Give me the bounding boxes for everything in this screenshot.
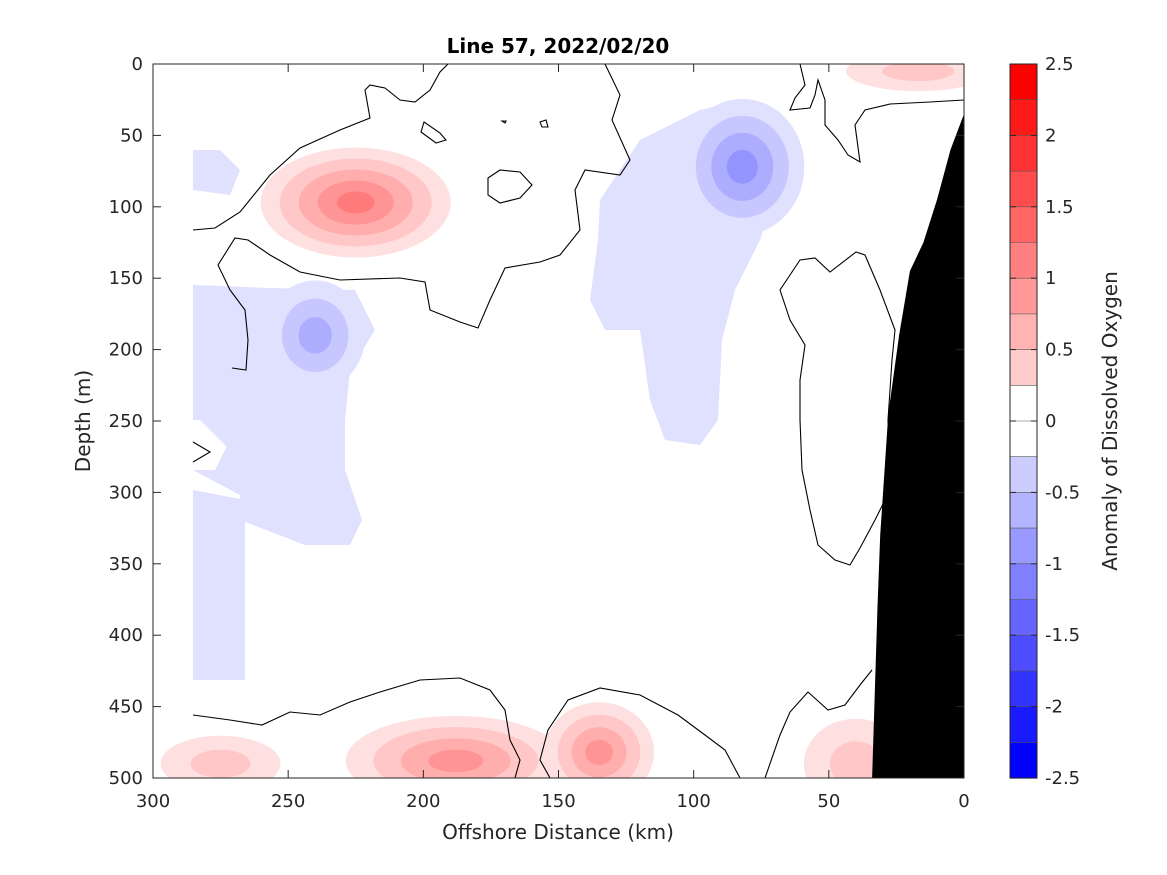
anomaly-oxygen-low-west (265, 280, 366, 391)
colorbar-swatch (1010, 242, 1037, 279)
anomaly-surface-coastal-high (846, 64, 964, 92)
colorbar-tick-label: -2 (1045, 697, 1063, 718)
colorbar-tick-layer: 2.5 2 1.5 1 0.5 0 -0.5 -1 -1.5 -2 -2.5 (1010, 54, 1080, 789)
anomaly-contour-band (298, 317, 332, 354)
anomaly-contour-band (882, 64, 955, 82)
colorbar: 2.5 2 1.5 1 0.5 0 -0.5 -1 -1.5 -2 -2.5 Anomaly of … (1009, 54, 1122, 789)
zero-contour-deep-coastal (764, 669, 873, 778)
anomaly-oxygen-low-upper (680, 98, 805, 235)
zero-contour-deep-west (192, 677, 521, 778)
x-axis-label: Offshore Distance (km) (442, 820, 674, 844)
colorbar-tick-label: 2.5 (1045, 54, 1074, 75)
anomaly-contour-band (829, 741, 882, 778)
colorbar-tick-label: 1 (1045, 268, 1056, 289)
colorbar-swatch (1010, 385, 1037, 422)
y-tick-label: 500 (109, 768, 143, 789)
colorbar-swatch (1010, 313, 1037, 351)
zero-contour-upper-mid (217, 64, 631, 371)
x-tick-label: 0 (958, 791, 969, 812)
bathymetry-mask (872, 113, 964, 778)
colorbar-swatch (1010, 64, 1037, 101)
colorbar-swatch (1010, 135, 1037, 172)
y-tick-label: 200 (109, 340, 143, 361)
x-tick-label: 150 (541, 791, 575, 812)
colorbar-swatch (1010, 456, 1037, 493)
zero-contour-west-edge (192, 441, 212, 463)
zero-contour-small-2 (420, 121, 447, 144)
colorbar-swatch (1010, 206, 1037, 244)
colorbar-swatch (1010, 492, 1037, 529)
colorbar-swatch (1010, 706, 1037, 743)
anomaly-deep-high-center (544, 702, 655, 778)
y-tick-label: 50 (120, 125, 143, 146)
colorbar-tick-label: 0 (1045, 411, 1056, 432)
colorbar-tick-label: -1 (1045, 554, 1063, 575)
anomaly-contour-band (336, 191, 375, 214)
zero-contour-small-4 (500, 120, 507, 124)
y-tick-label: 0 (132, 54, 143, 75)
zero-contour-layer (192, 64, 964, 778)
y-tick-label: 150 (109, 268, 143, 289)
low-oxygen-region (193, 420, 300, 500)
y-tick-label: 250 (109, 411, 143, 432)
anomaly-deep-edge-high-west (160, 735, 281, 778)
colorbar-swatch (1010, 635, 1037, 672)
plot-area: 300 250 200 150 100 50 0 050100150200250300350… (109, 54, 970, 812)
chart-title: Line 57, 2022/02/20 (447, 34, 670, 58)
y-axis-label: Depth (m) (71, 370, 95, 472)
colorbar-swatch (1010, 99, 1037, 136)
y-tick-label: 350 (109, 554, 143, 575)
zero-contour-coastal-upper (789, 64, 964, 164)
anomaly-contour-band (428, 749, 484, 773)
zero-contour-upper-west (192, 64, 449, 231)
colorbar-tick-label: -1.5 (1045, 625, 1080, 646)
x-tick-label: 300 (136, 791, 170, 812)
colorbar-swatch (1010, 742, 1037, 779)
zero-contour-deep-center (539, 687, 741, 778)
x-tick-label: 50 (817, 791, 840, 812)
colorbar-tick-label: 1.5 (1045, 197, 1074, 218)
colorbar-swatch (1010, 528, 1037, 565)
colorbar-tick-label: -2.5 (1045, 768, 1080, 789)
colorbar-swatch (1010, 670, 1037, 708)
x-tick-label: 250 (271, 791, 305, 812)
zero-contour-small-3 (539, 119, 549, 128)
colorbar-tick-label: -0.5 (1045, 482, 1080, 503)
x-tick-label: 100 (676, 791, 710, 812)
low-oxygen-region (193, 150, 240, 195)
colorbar-label: Anomaly of Dissolved Oxygen (1098, 271, 1122, 571)
colorbar-swatch (1010, 563, 1037, 601)
colorbar-swatch (1010, 349, 1037, 386)
anomaly-deep-high-west (345, 715, 566, 778)
anomaly-contour-band (190, 749, 251, 778)
y-tick-label: 450 (109, 697, 143, 718)
y-tick-label: 100 (109, 197, 143, 218)
colorbar-swatches (1010, 63, 1037, 779)
zero-contour-shelf-dome (779, 251, 896, 566)
anomaly-contour-band (585, 739, 613, 765)
zero-contour-small-1 (487, 169, 533, 204)
x-tick-label: 200 (406, 791, 440, 812)
colorbar-swatch (1010, 171, 1037, 208)
colorbar-swatch (1010, 278, 1037, 315)
colorbar-swatch (1010, 421, 1037, 458)
y-tick-layer: 0 50 100 150 200 250 300 350 400 450 500 (109, 54, 964, 789)
anomaly-subsurface-high-west (260, 147, 451, 258)
y-tick-label: 400 (109, 625, 143, 646)
colorbar-tick-label: 0.5 (1045, 340, 1074, 361)
colorbar-tick-label: 2 (1045, 125, 1056, 146)
low-oxygen-region (193, 490, 245, 680)
y-tick-label: 300 (109, 482, 143, 503)
x-tick-layer: 300 250 200 150 100 50 0 (136, 64, 970, 812)
colorbar-swatch (1010, 599, 1037, 636)
anomaly-fill-layer (160, 64, 964, 778)
anomaly-contour-band (726, 149, 758, 184)
